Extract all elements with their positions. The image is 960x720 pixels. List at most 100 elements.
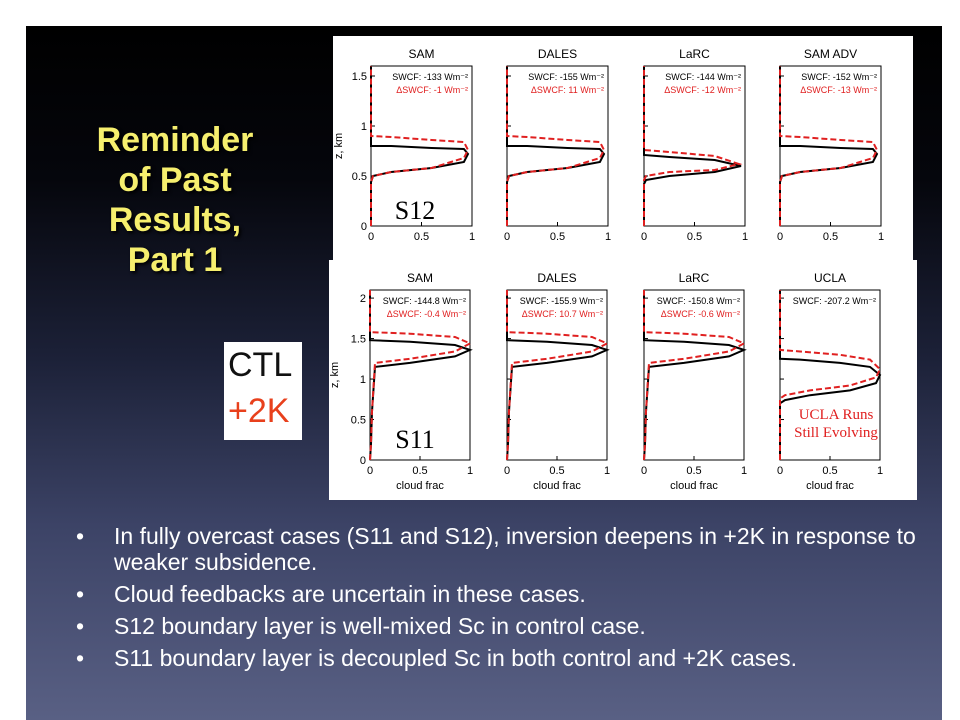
legend-ctl: CTL xyxy=(228,346,293,384)
x-tick-label: 0.5 xyxy=(414,231,429,243)
y-tick-label: 0.5 xyxy=(352,171,367,183)
x-tick-label: 1 xyxy=(877,465,883,477)
series-warm-line xyxy=(369,290,473,461)
x-tick-label: 1 xyxy=(467,465,473,477)
dswcf-label: ΔSWCF: 10.7 Wm⁻² xyxy=(522,309,603,319)
bullet-list: • In fully overcast cases (S11 and S12), … xyxy=(76,523,926,677)
y-tick-label: 0 xyxy=(360,455,366,467)
bullet-item: • Cloud feedbacks are uncertain in these … xyxy=(76,581,926,607)
legend-warm: +2K xyxy=(228,392,290,430)
figure-s12: z, km SAM SWCF: -133 Wm⁻² ΔSWCF: -1 Wm⁻² 0 0.… xyxy=(333,36,913,262)
panel-frame xyxy=(643,65,746,227)
dswcf-label: ΔSWCF: -0.6 Wm⁻² xyxy=(661,309,740,319)
bullet-dot: • xyxy=(76,581,85,607)
y-axis-label: z, km xyxy=(333,133,345,159)
x-tick-label: 0 xyxy=(368,231,374,243)
swcf-label: SWCF: -144.8 Wm⁻² xyxy=(383,296,466,306)
case-label: S11 xyxy=(395,425,435,454)
bullet-item: • In fully overcast cases (S11 and S12), … xyxy=(76,523,926,575)
panel-sam: SAM SWCF: -144.8 Wm⁻² ΔSWCF: -0.4 Wm⁻² 0 0.5… xyxy=(351,271,473,492)
y-tick-label: 0 xyxy=(361,221,367,233)
bullet-item: • S12 boundary layer is well-mixed Sc in … xyxy=(76,613,926,639)
swcf-label: SWCF: -150.8 Wm⁻² xyxy=(657,296,740,306)
chart-s11: z, km SAM SWCF: -144.8 Wm⁻² ΔSWCF: -0.4 Wm⁻… xyxy=(329,271,883,492)
panel-title: LaRC xyxy=(679,47,710,61)
slide-title: Reminder of Past Results, Part 1 xyxy=(96,121,254,280)
dswcf-label: ΔSWCF: -13 Wm⁻² xyxy=(800,85,877,95)
series-warm-line xyxy=(506,66,606,226)
x-tick-label: 0 xyxy=(504,465,510,477)
chart-s12: z, km SAM SWCF: -133 Wm⁻² ΔSWCF: -1 Wm⁻² 0 0.… xyxy=(333,47,884,243)
bullet-dot: • xyxy=(76,613,85,639)
panel-sam: SAM SWCF: -133 Wm⁻² ΔSWCF: -1 Wm⁻² 0 0.5 1 0 0.… xyxy=(352,47,475,243)
ucla-note-line: UCLA Runs xyxy=(799,407,874,423)
y-tick-label: 1.5 xyxy=(352,71,367,83)
panel-dales: DALES SWCF: -155.9 Wm⁻² ΔSWCF: 10.7 Wm⁻² 0 0… xyxy=(504,271,610,492)
series-ctl-line xyxy=(643,66,742,226)
bullet-text: S11 boundary layer is decoupled Sc in bo… xyxy=(114,645,797,671)
x-tick-label: 0.5 xyxy=(549,465,564,477)
y-tick-label: 1 xyxy=(360,374,366,386)
x-tick-label: 0.5 xyxy=(822,465,837,477)
panel-frame xyxy=(779,289,881,461)
legend-box: CTL +2K xyxy=(224,342,302,440)
swcf-label: SWCF: -144 Wm⁻² xyxy=(665,72,741,82)
ucla-note-line: Still Evolving xyxy=(794,425,878,441)
panel-larc: LaRC SWCF: -144 Wm⁻² ΔSWCF: -12 Wm⁻² 0 0.5 1 xyxy=(641,47,748,243)
series-warm-line xyxy=(643,66,743,226)
dswcf-label: ΔSWCF: -12 Wm⁻² xyxy=(664,85,741,95)
panel-larc: LaRC SWCF: -150.8 Wm⁻² ΔSWCF: -0.6 Wm⁻² 0 0.… xyxy=(641,271,747,492)
panel-frame xyxy=(506,289,608,461)
panel-title: DALES xyxy=(537,271,576,285)
bullet-dot: • xyxy=(76,645,85,671)
bullet-text: S12 boundary layer is well-mixed Sc in c… xyxy=(114,613,646,639)
x-tick-label: 0.5 xyxy=(412,465,427,477)
x-tick-label: 1 xyxy=(469,231,475,243)
figure-s11: z, km SAM SWCF: -144.8 Wm⁻² ΔSWCF: -0.4 Wm⁻… xyxy=(329,260,917,500)
panel-sam-adv: SAM ADV SWCF: -152 Wm⁻² ΔSWCF: -13 Wm⁻² 0 0.… xyxy=(777,47,884,243)
x-tick-label: 0 xyxy=(504,231,510,243)
swcf-label: SWCF: -133 Wm⁻² xyxy=(392,72,468,82)
x-tick-label: 0 xyxy=(641,231,647,243)
x-tick-label: 0 xyxy=(777,465,783,477)
series-warm-line xyxy=(506,290,610,461)
panel-ucla: UCLA SWCF: -207.2 Wm⁻² 0 0.5 1 cloud frac xyxy=(777,271,883,492)
y-tick-label: 1 xyxy=(361,121,367,133)
y-tick-label: 0.5 xyxy=(351,415,366,427)
series-warm-line xyxy=(370,66,470,226)
y-axis-label: z, km xyxy=(329,362,341,388)
y-tick-label: 2 xyxy=(360,293,366,305)
panel-title: UCLA xyxy=(814,271,846,285)
dswcf-label: ΔSWCF: -0.4 Wm⁻² xyxy=(387,309,466,319)
panel-title: DALES xyxy=(538,47,577,61)
panel-frame xyxy=(369,289,471,461)
panel-title: LaRC xyxy=(679,271,710,285)
panel-title: SAM ADV xyxy=(804,47,857,61)
dswcf-label: ΔSWCF: 11 Wm⁻² xyxy=(531,85,604,95)
y-tick-label: 1.5 xyxy=(351,334,366,346)
x-tick-label: 0.5 xyxy=(687,231,702,243)
series-warm-line xyxy=(779,290,882,460)
x-tick-label: 0.5 xyxy=(823,231,838,243)
bullet-text: Cloud feedbacks are uncertain in these c… xyxy=(114,581,586,607)
x-axis-label: cloud frac xyxy=(806,480,854,492)
x-axis-label: cloud frac xyxy=(533,480,581,492)
x-tick-label: 1 xyxy=(604,465,610,477)
panel-title: SAM xyxy=(408,47,434,61)
dswcf-label: ΔSWCF: -1 Wm⁻² xyxy=(396,85,468,95)
x-axis-label: cloud frac xyxy=(396,480,444,492)
bullet-dot: • xyxy=(76,523,85,549)
series-ctl-line xyxy=(779,290,882,460)
x-tick-label: 1 xyxy=(742,231,748,243)
swcf-label: SWCF: -207.2 Wm⁻² xyxy=(793,296,876,306)
x-tick-label: 0.5 xyxy=(686,465,701,477)
panel-title: SAM xyxy=(407,271,433,285)
swcf-label: SWCF: -155 Wm⁻² xyxy=(528,72,604,82)
case-label: S12 xyxy=(395,196,435,225)
x-tick-label: 0.5 xyxy=(550,231,565,243)
x-tick-label: 1 xyxy=(605,231,611,243)
x-tick-label: 1 xyxy=(741,465,747,477)
x-axis-label: cloud frac xyxy=(670,480,718,492)
x-tick-label: 0 xyxy=(367,465,373,477)
bullet-item: • S11 boundary layer is decoupled Sc in b… xyxy=(76,645,926,671)
